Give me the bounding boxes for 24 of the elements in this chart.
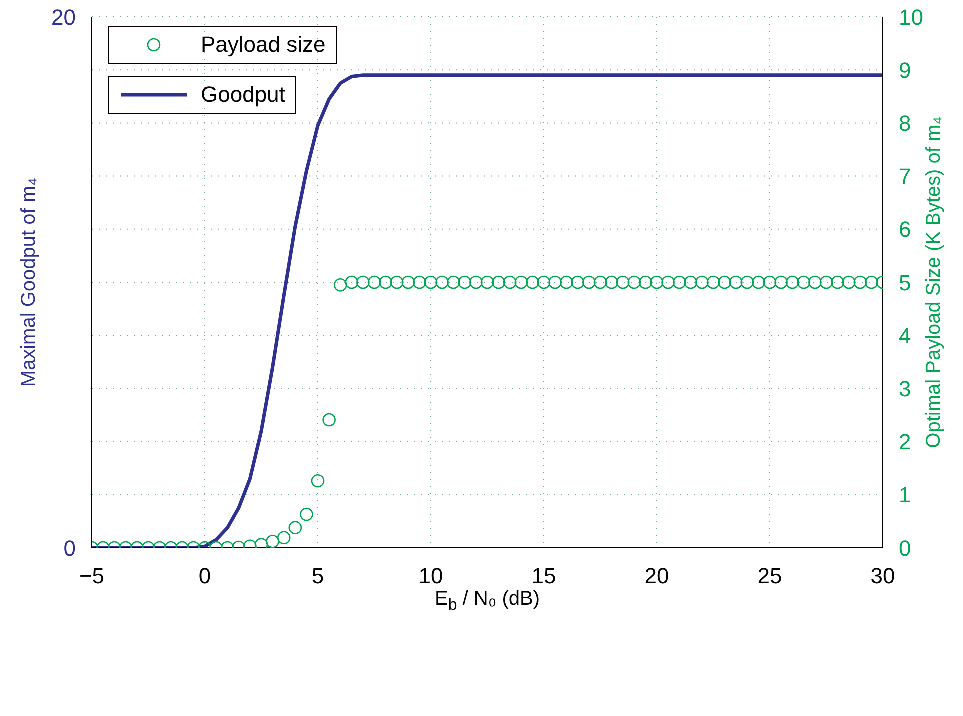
y2-tick-label: 0: [899, 536, 912, 561]
x-tick-label: 5: [312, 564, 324, 589]
x-tick-label: 25: [758, 564, 782, 589]
y2-tick-label: 1: [899, 482, 912, 508]
x-tick-label: 0: [198, 564, 212, 589]
y2-tick-label: 2: [899, 430, 912, 455]
y2-tick-label: 5: [899, 270, 912, 296]
y2-tick-label: 10: [899, 4, 924, 30]
y2-axis-title: Optimal Payload Size (K Bytes) of m₄: [923, 116, 946, 448]
x-tick-label: −5: [79, 564, 105, 589]
y2-tick-label: 7: [899, 164, 912, 190]
y-axis-title: Maximal Goodput of m₄: [18, 178, 40, 388]
x-tick-label: 10: [418, 564, 444, 589]
x-axis-title: E$_{b}$ / N₀ (dB): [434, 588, 540, 614]
x-tick-label: 15: [532, 564, 556, 589]
y2-tick-label: 4: [899, 323, 912, 348]
y2-tick-label: 6: [899, 217, 912, 242]
x-tick-label: 20: [644, 564, 670, 589]
y2-tick-label: 8: [899, 111, 912, 136]
legend-label: Payload size: [201, 32, 326, 58]
legend-label: Goodput: [201, 82, 286, 108]
x-tick-label: 30: [870, 564, 896, 589]
y2-tick-label: 9: [899, 58, 912, 83]
y2-tick-label: 3: [899, 376, 912, 402]
